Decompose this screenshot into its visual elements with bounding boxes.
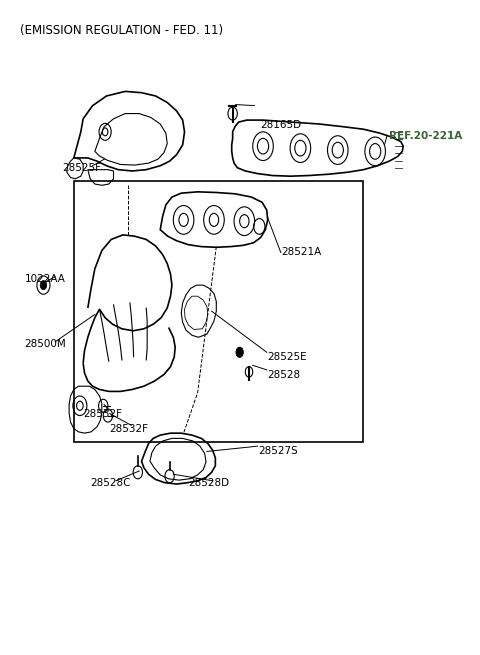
Circle shape — [40, 280, 47, 290]
Text: 28525F: 28525F — [62, 162, 101, 173]
Text: 28532F: 28532F — [109, 424, 148, 434]
Text: 28532F: 28532F — [83, 409, 122, 419]
Bar — [74, 181, 363, 441]
Text: 28528C: 28528C — [90, 477, 131, 488]
Text: 28528: 28528 — [268, 370, 301, 380]
Text: 28525E: 28525E — [268, 352, 307, 362]
Text: 28500M: 28500M — [25, 339, 67, 349]
Text: 28165D: 28165D — [261, 121, 302, 130]
Circle shape — [236, 347, 243, 358]
Text: 28528D: 28528D — [188, 477, 229, 488]
Text: REF.20-221A: REF.20-221A — [389, 132, 462, 141]
Text: 1022AA: 1022AA — [25, 274, 66, 284]
Text: 28521A: 28521A — [282, 248, 322, 257]
Text: 28527S: 28527S — [258, 447, 298, 457]
Text: (EMISSION REGULATION - FED. 11): (EMISSION REGULATION - FED. 11) — [20, 24, 223, 37]
